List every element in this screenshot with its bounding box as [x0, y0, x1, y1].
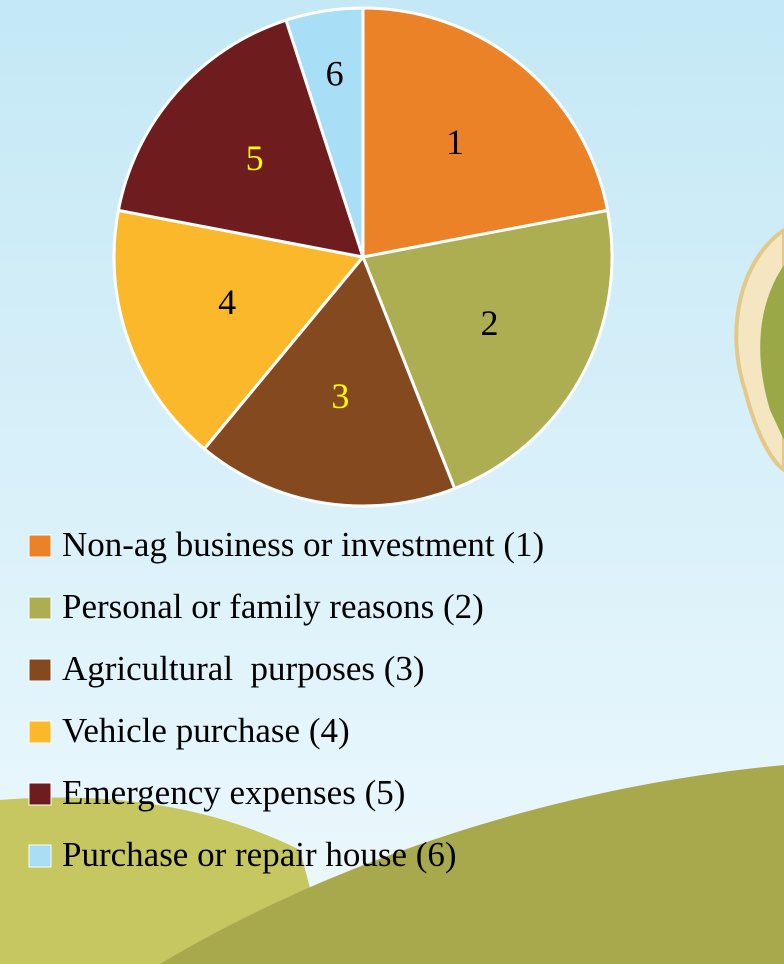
slice-label: 2 — [481, 303, 499, 343]
slice-label: 1 — [446, 122, 464, 162]
legend-swatch — [29, 845, 51, 867]
pie: 1 2 3 4 5 6 — [114, 8, 612, 506]
legend-swatch — [29, 659, 51, 681]
legend-swatch — [29, 721, 51, 743]
slide: 1 2 3 4 5 6 Non-ag business or investment (1)… — [0, 0, 784, 964]
legend-label: Emergency expenses (5) — [62, 773, 405, 812]
legend-swatch — [29, 535, 51, 557]
legend-swatch — [29, 783, 51, 805]
slice-label: 4 — [218, 282, 236, 322]
legend-swatch — [29, 597, 51, 619]
legend-label: Agricultural purposes (3) — [62, 649, 425, 688]
slice-label: 5 — [246, 138, 264, 178]
slice-label: 3 — [331, 376, 349, 416]
legend-label: Personal or family reasons (2) — [62, 587, 484, 626]
legend-label: Purchase or repair house (6) — [62, 835, 457, 874]
legend-label: Non-ag business or investment (1) — [62, 525, 544, 564]
legend-label: Vehicle purchase (4) — [62, 711, 350, 750]
page: 1 2 3 4 5 6 Non-ag business or investment (1)… — [0, 0, 784, 964]
slice-label: 6 — [326, 54, 344, 94]
